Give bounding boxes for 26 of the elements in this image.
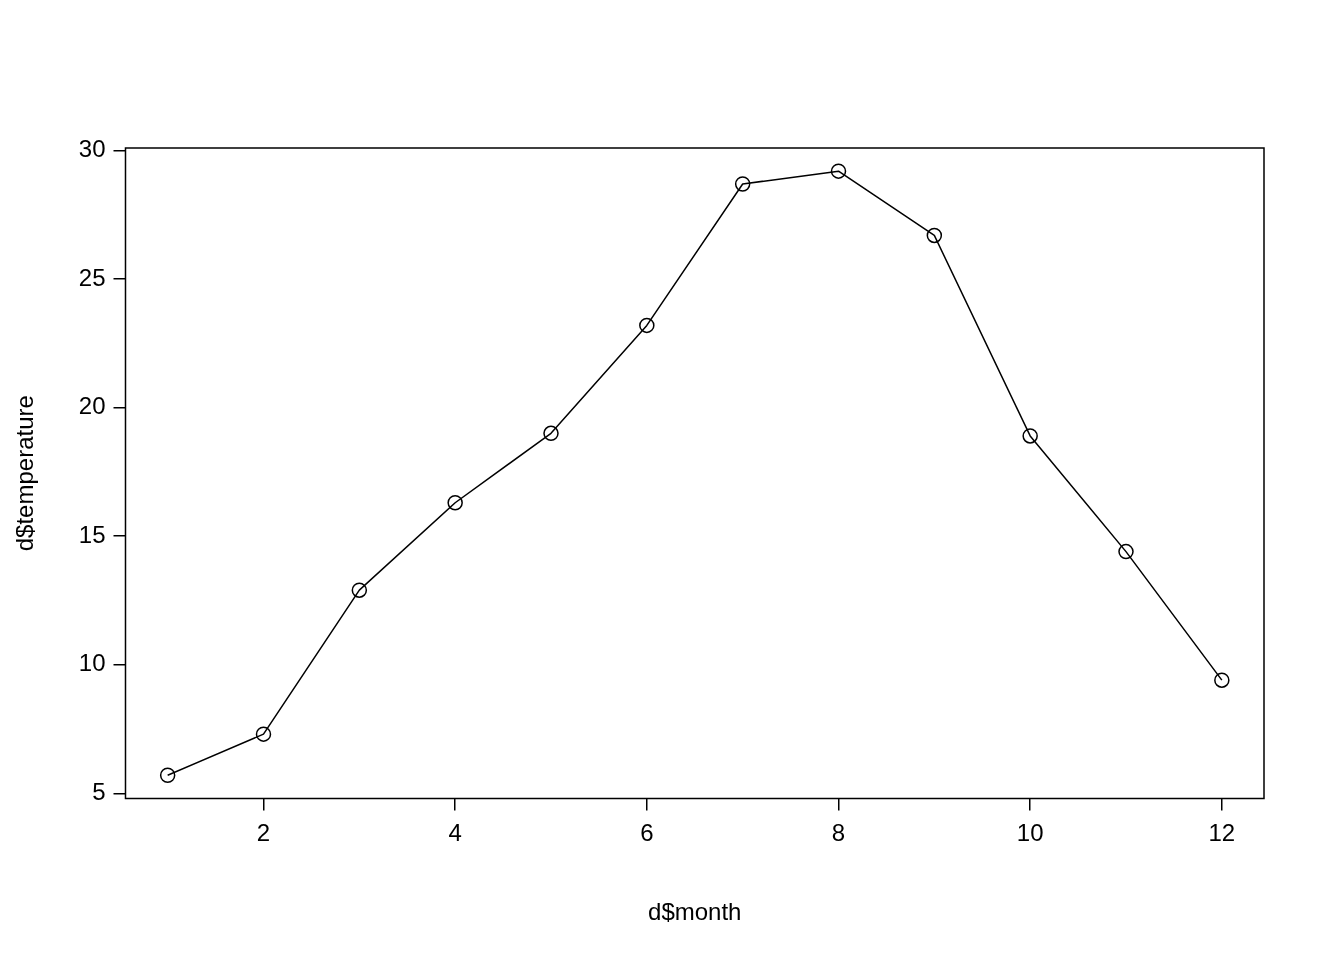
point [734, 176, 751, 192]
point [543, 425, 559, 442]
x-axis-title: d$month [648, 898, 742, 926]
point [351, 582, 368, 598]
point [1118, 543, 1134, 560]
x-tick-label: 12 [1208, 819, 1236, 847]
point [830, 163, 847, 179]
point [926, 227, 943, 244]
x-tick-label: 10 [1016, 819, 1044, 847]
y-tick-label: 20 [78, 392, 106, 420]
point [639, 317, 655, 334]
point [447, 495, 463, 511]
y-tick-label: 30 [78, 135, 106, 163]
point [255, 726, 272, 742]
x-tick-label: 4 [448, 819, 462, 847]
point [1214, 672, 1230, 688]
x-tick-label: 6 [640, 819, 654, 847]
point [159, 767, 176, 784]
y-tick-label: 25 [78, 263, 106, 291]
y-tick-label: 15 [78, 520, 106, 548]
y-tick-label: 5 [92, 777, 106, 805]
y-tick-label: 10 [78, 649, 106, 677]
point [1022, 428, 1038, 444]
y-axis-title: d$temperature [11, 395, 39, 552]
x-tick-label: 2 [256, 819, 271, 847]
x-tick-label: 8 [831, 819, 846, 847]
